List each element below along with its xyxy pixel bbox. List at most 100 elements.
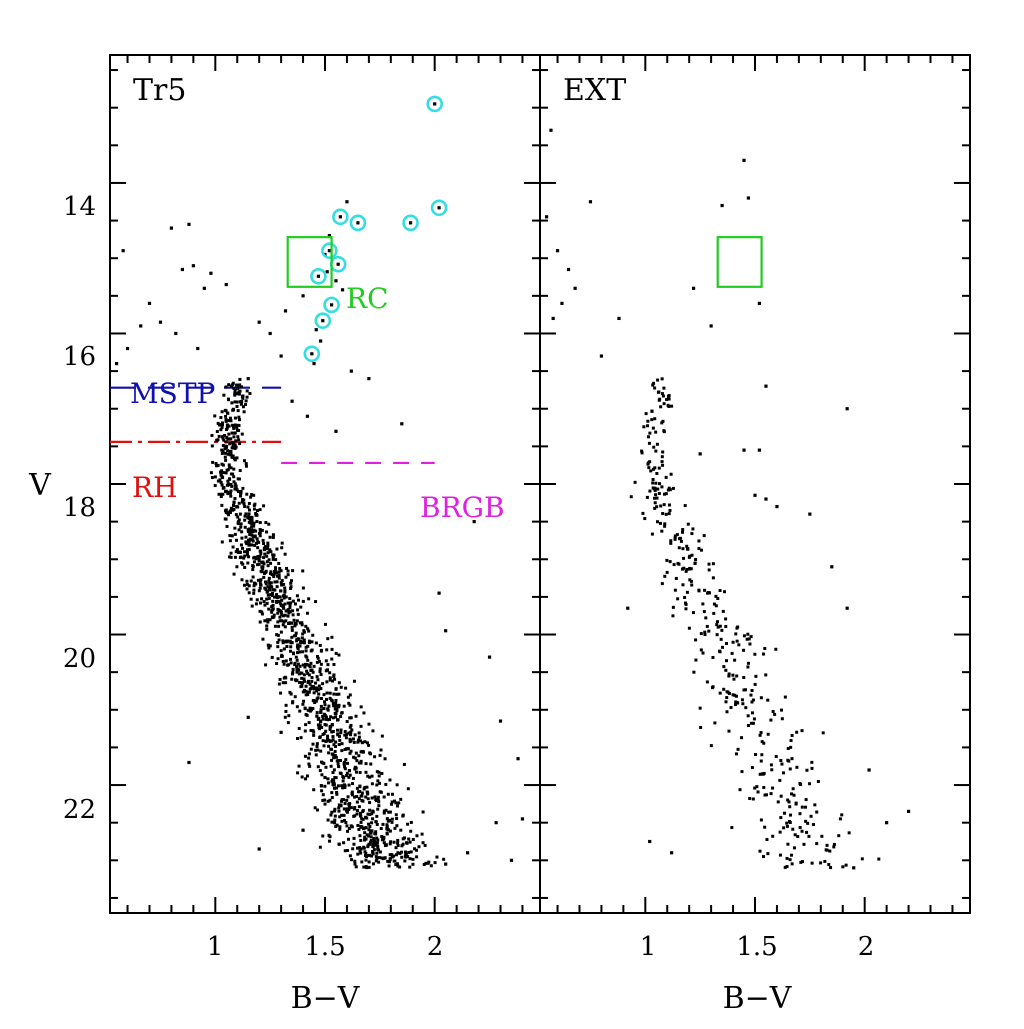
star-point xyxy=(353,859,357,863)
star-point xyxy=(228,491,232,495)
star-point xyxy=(370,829,374,833)
star-point xyxy=(333,749,337,753)
star-point xyxy=(241,405,245,409)
star-point xyxy=(284,619,288,623)
rc-star-circle xyxy=(430,199,448,217)
star-point xyxy=(244,512,248,516)
star-point xyxy=(229,419,233,423)
star-point xyxy=(347,731,351,735)
star-point xyxy=(422,862,426,866)
star-point xyxy=(388,778,392,782)
star-point xyxy=(379,827,383,831)
star-point xyxy=(320,648,324,652)
star-point xyxy=(349,733,353,737)
star-point xyxy=(318,735,322,739)
star-point xyxy=(409,820,413,824)
star-point xyxy=(233,416,237,420)
star-point xyxy=(226,437,230,441)
star-point xyxy=(280,654,284,658)
star-point xyxy=(275,600,279,604)
star-point xyxy=(360,860,364,864)
star-point xyxy=(247,540,251,544)
star-point xyxy=(699,648,703,652)
star-point xyxy=(683,601,687,605)
star-point xyxy=(845,606,849,610)
star-point xyxy=(250,538,254,542)
star-point xyxy=(401,837,405,841)
star-point xyxy=(330,739,334,743)
star-point xyxy=(258,534,262,538)
star-point xyxy=(345,733,349,737)
ticks-tr5 xyxy=(110,55,540,913)
star-point xyxy=(237,477,241,481)
star-point xyxy=(320,760,324,764)
star-point xyxy=(697,588,701,592)
star-point xyxy=(220,475,224,479)
star-point xyxy=(751,698,755,702)
star-point xyxy=(329,747,333,751)
star-point xyxy=(326,708,330,712)
star-point xyxy=(222,486,226,490)
star-point xyxy=(407,850,411,854)
star-point xyxy=(258,531,262,535)
star-point xyxy=(304,684,308,688)
star-point xyxy=(295,619,299,623)
star-point xyxy=(249,579,253,583)
star-point xyxy=(257,557,261,561)
star-point xyxy=(254,602,258,606)
star-point xyxy=(240,578,244,582)
star-point xyxy=(337,743,341,747)
star-point xyxy=(219,495,223,499)
star-point xyxy=(330,796,334,800)
star-point xyxy=(318,724,322,728)
star-point xyxy=(209,471,213,475)
star-point xyxy=(754,674,758,678)
star-point xyxy=(224,517,228,521)
star-point xyxy=(403,859,407,863)
star-point xyxy=(313,701,317,705)
star-point xyxy=(787,759,791,763)
star-point xyxy=(260,528,264,532)
star-point xyxy=(233,555,237,559)
star-point xyxy=(240,536,244,540)
star-point xyxy=(221,444,225,448)
star-point xyxy=(319,687,323,691)
star-point xyxy=(705,624,709,628)
star-point xyxy=(285,645,289,649)
star-point xyxy=(363,850,367,854)
star-point xyxy=(307,673,311,677)
star-point xyxy=(764,673,768,677)
star-point xyxy=(742,158,746,162)
star-point xyxy=(701,602,705,606)
star-point xyxy=(301,586,305,590)
star-point xyxy=(368,825,372,829)
star-point xyxy=(282,582,286,586)
star-point xyxy=(243,504,247,508)
star-point xyxy=(755,785,759,789)
star-point xyxy=(233,457,237,461)
star-point xyxy=(259,569,263,573)
star-point xyxy=(665,570,669,574)
star-point xyxy=(617,316,621,321)
star-point xyxy=(653,496,657,500)
star-point xyxy=(265,627,269,631)
star-point xyxy=(298,681,302,685)
star-point xyxy=(778,830,782,834)
star-point xyxy=(319,704,323,708)
star-point xyxy=(249,495,253,499)
star-point xyxy=(258,609,262,613)
star-point xyxy=(370,812,374,816)
star-point xyxy=(321,682,325,686)
star-point xyxy=(275,580,279,584)
star-point xyxy=(322,761,326,765)
star-point xyxy=(235,404,239,408)
star-point xyxy=(740,770,744,774)
star-point xyxy=(374,820,378,824)
star-point xyxy=(786,842,790,846)
star-point xyxy=(573,286,577,290)
star-point xyxy=(683,504,687,508)
star-point xyxy=(269,581,273,585)
star-point xyxy=(722,687,726,691)
star-point xyxy=(378,850,382,854)
star-point xyxy=(252,584,256,588)
